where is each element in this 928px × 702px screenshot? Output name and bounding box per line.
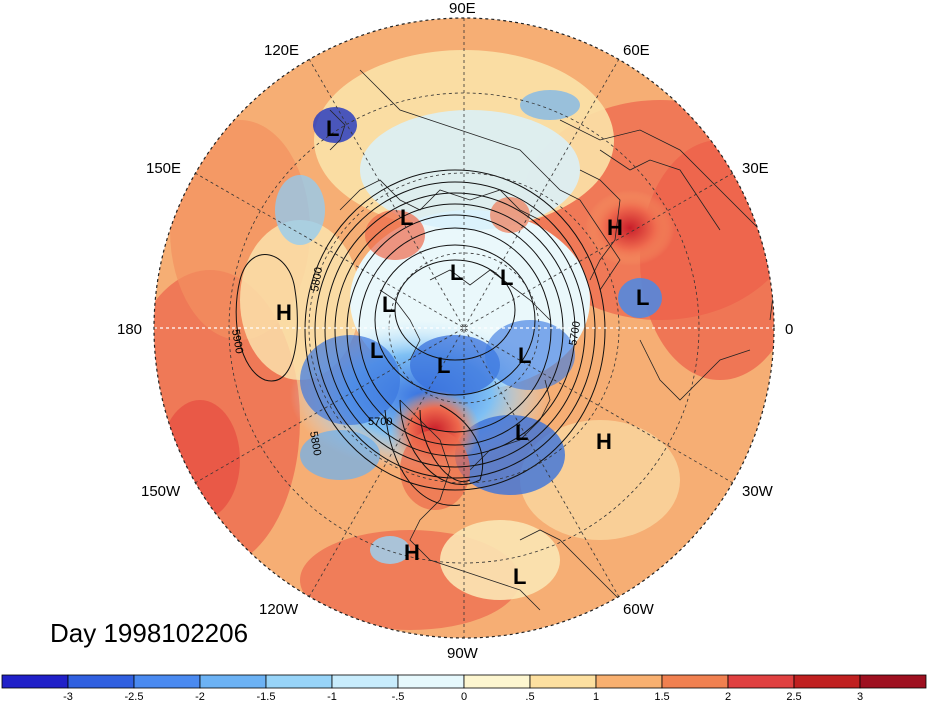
colorbar-box xyxy=(331,674,399,689)
low-center: L xyxy=(636,285,649,310)
colorbar-box xyxy=(199,674,267,689)
pressure-centers: L L L L L L L L L L L H H H H xyxy=(276,116,649,589)
colorbar-tick-label: -1.5 xyxy=(257,691,276,702)
contour-label: 5800 xyxy=(307,430,323,456)
lon-label-180: 180 xyxy=(117,321,142,338)
lon-label-60e: 60E xyxy=(623,42,650,59)
lon-label-60w: 60W xyxy=(623,601,655,618)
colorbar-box xyxy=(265,674,333,689)
lon-label-30w: 30W xyxy=(742,483,774,500)
lon-label-120e: 120E xyxy=(264,42,299,59)
contour-label: 5900 xyxy=(229,328,245,354)
colorbar-box xyxy=(595,674,663,689)
colorbar-box xyxy=(727,674,795,689)
day-label: Day 1998102206 xyxy=(50,618,249,648)
low-center: L xyxy=(515,420,528,445)
colorbar-tick-label: -.5 xyxy=(392,691,405,702)
colorbar: -3 -2.5 -2 -1.5 -1 -.5 0 .5 1 1.5 2 2.5 3 xyxy=(1,674,927,702)
colorbar-tick-label: -2 xyxy=(195,691,205,702)
lon-label-90e: 90E xyxy=(449,0,476,17)
high-center: H xyxy=(404,540,420,565)
colorbar-box xyxy=(133,674,201,689)
low-center: L xyxy=(500,265,513,290)
colorbar-box xyxy=(529,674,597,689)
colorbar-tick-label: -2.5 xyxy=(125,691,144,702)
low-center: L xyxy=(400,205,413,230)
colorbar-box xyxy=(67,674,135,689)
lon-label-90w: 90W xyxy=(447,645,479,662)
high-center: H xyxy=(607,215,623,240)
colorbar-box xyxy=(793,674,861,689)
colorbar-tick-label: -3 xyxy=(63,691,73,702)
colorbar-box xyxy=(859,674,927,689)
contour-labels: 5800 5900 5700 5800 5700 xyxy=(229,266,583,456)
lon-label-150e: 150E xyxy=(146,160,181,177)
lon-label-150w: 150W xyxy=(141,483,181,500)
colorbar-tick-label: 3 xyxy=(857,691,863,702)
colorbar-tick-label: 1 xyxy=(593,691,599,702)
low-center: L xyxy=(450,260,463,285)
lon-label-120w: 120W xyxy=(259,601,299,618)
colorbar-tick-label: 2 xyxy=(725,691,731,702)
low-center: L xyxy=(518,343,531,368)
low-center: L xyxy=(437,353,450,378)
colorbar-tick-label: 0 xyxy=(461,691,467,702)
colorbar-box xyxy=(1,674,69,689)
lon-label-0: 0 xyxy=(785,321,793,338)
colorbar-box xyxy=(463,674,531,689)
colorbar-boxes xyxy=(1,674,927,689)
contour-label: 5800 xyxy=(309,266,325,292)
colorbar-tick-label: .5 xyxy=(525,691,534,702)
colorbar-tick-label: 2.5 xyxy=(786,691,801,702)
map-boundary xyxy=(153,17,775,639)
colorbar-tick-label: -1 xyxy=(327,691,337,702)
polar-stereographic-map: 5800 5900 5700 5800 5700 L L L L L L L L… xyxy=(117,0,793,662)
longitude-labels: 90E 120E 60E 150E 30E 180 0 150W 30W 120… xyxy=(117,0,793,662)
contour-label: 5700 xyxy=(567,320,583,346)
low-center: L xyxy=(513,564,526,589)
colorbar-box xyxy=(397,674,465,689)
graticule xyxy=(154,18,774,638)
low-center: L xyxy=(326,116,339,141)
height-contours xyxy=(235,169,606,506)
lon-label-30e: 30E xyxy=(742,160,769,177)
low-center: L xyxy=(382,292,395,317)
low-center: L xyxy=(370,338,383,363)
colorbar-tick-label: 1.5 xyxy=(654,691,669,702)
high-center: H xyxy=(276,300,292,325)
high-center: H xyxy=(596,429,612,454)
colorbar-ticks: -3 -2.5 -2 -1.5 -1 -.5 0 .5 1 1.5 2 2.5 3 xyxy=(63,691,863,702)
colorbar-box xyxy=(661,674,729,689)
contour-label: 5700 xyxy=(368,416,392,428)
